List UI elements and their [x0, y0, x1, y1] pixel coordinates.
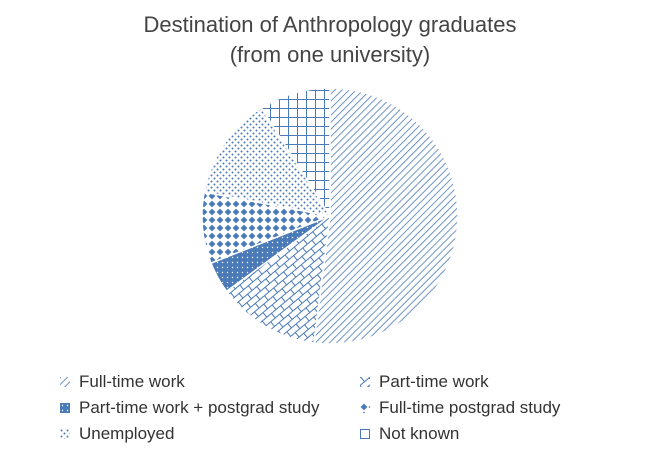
legend-swatch-full-time-postgrad-study [360, 403, 370, 413]
chart-title: Destination of Anthropology graduates (f… [0, 10, 660, 70]
chart-title-line-2: (from one university) [229, 42, 431, 67]
legend-label: Part-time work [379, 372, 489, 391]
legend-label: Full-time work [79, 372, 185, 391]
legend-label: Not known [379, 424, 460, 443]
legend-item-part-time-work-postgrad-study: Part-time work + postgrad study [60, 398, 319, 418]
legend-label: Unemployed [79, 424, 175, 443]
legend-item-part-time-work: Part-time work [360, 372, 489, 392]
pie-slice-full-time-work [313, 87, 459, 345]
legend-swatch-full-time-work [60, 377, 70, 387]
pie-slices [201, 87, 459, 345]
pie-slice-not-known [260, 87, 331, 219]
legend-item-unemployed: Unemployed [60, 424, 174, 444]
legend-item-full-time-postgrad-study: Full-time postgrad study [360, 398, 560, 418]
legend-item-not-known: Not known [360, 424, 459, 444]
chart-title-line-1: Destination of Anthropology graduates [143, 12, 517, 37]
legend-item-full-time-work: Full-time work [60, 372, 185, 392]
pie-slice-part-time-work [225, 214, 331, 344]
legend-swatch-part-time-work-postgrad-study [60, 403, 70, 413]
legend-label: Full-time postgrad study [379, 398, 561, 417]
legend-swatch-part-time-work [360, 377, 370, 387]
pie-slice-unemployed [203, 106, 332, 218]
legend-swatch-unemployed [60, 429, 70, 439]
legend-swatch-not-known [360, 429, 370, 439]
legend-label: Part-time work + postgrad study [79, 398, 320, 417]
